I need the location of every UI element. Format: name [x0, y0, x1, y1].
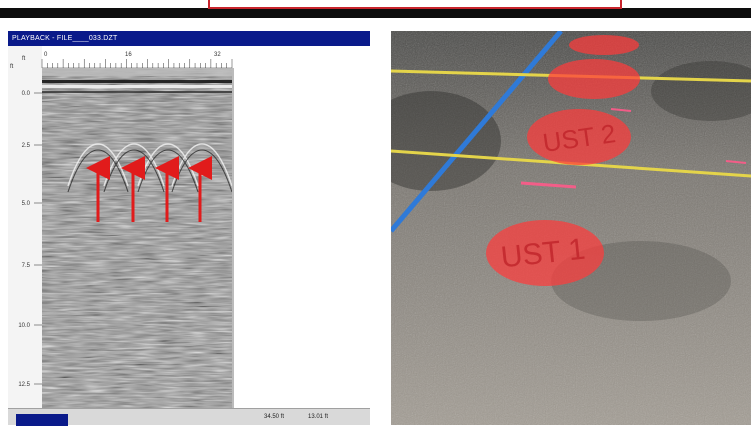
radargram-image — [42, 68, 233, 408]
caption-box — [208, 0, 622, 9]
depth-tick-label: 2.5 — [22, 143, 31, 149]
top-bar — [0, 8, 751, 18]
distance-unit-label: ft — [22, 56, 26, 62]
target-arrows — [86, 156, 212, 222]
status-bar: 34.50 ft 13.01 ft — [8, 408, 370, 426]
progress-indicator — [16, 414, 68, 426]
depth-tick-label: 5.0 — [22, 201, 31, 207]
depth-tick-label: 10.0 — [18, 323, 30, 329]
radargram-panel: ft ft 0 16 32 0.0 2.5 5.0 7.5 10.0 12.5 — [8, 46, 370, 408]
distance-tick-label: 0 — [44, 52, 48, 58]
depth-tick-label: 12.5 — [18, 382, 30, 388]
depth-tick-label: 0.0 — [22, 91, 31, 97]
window-title[interactable]: PLAYBACK - FILE____033.DZT — [8, 31, 370, 46]
depth-tick-label: 7.5 — [22, 263, 31, 269]
distance-readout: 34.50 ft — [264, 414, 285, 420]
ust-markings — [486, 35, 640, 286]
depth-ruler — [8, 46, 42, 408]
blue-paint-line — [391, 31, 563, 233]
distance-tick-label: 32 — [214, 52, 221, 58]
depth-unit-label: ft — [10, 64, 14, 70]
site-photo: UST 2 UST 1 — [391, 31, 751, 425]
distance-ruler — [42, 46, 232, 68]
gpr-playback-window: PLAYBACK - FILE____033.DZT — [8, 31, 370, 426]
radargram-svg: ft ft 0 16 32 0.0 2.5 5.0 7.5 10.0 12.5 — [8, 46, 234, 408]
distance-tick-label: 16 — [125, 52, 132, 58]
site-photo-svg: UST 2 UST 1 — [391, 31, 751, 425]
depth-readout: 13.01 ft — [308, 414, 329, 420]
